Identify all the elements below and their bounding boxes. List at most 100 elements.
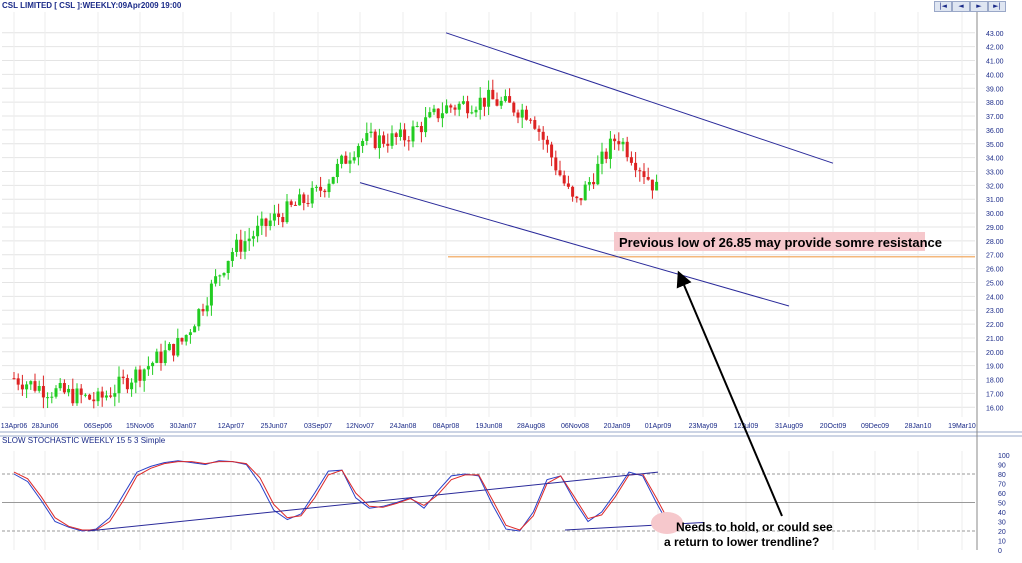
price-y-tick-label: 39.00 [986,86,1004,93]
stochastic-grid [2,473,975,532]
up-candle [142,369,146,381]
up-candle [251,236,255,239]
down-candle [613,138,617,142]
up-candle [230,252,234,261]
support-callout-text: Previous low of 26.85 may provide somre … [619,235,942,250]
price-y-tick-label: 34.00 [986,156,1004,163]
upper-channel-trendline [445,32,834,164]
down-candle [12,378,16,380]
down-candle [436,108,440,119]
nav-next-button[interactable]: ► [970,1,988,12]
support-callout-box [614,232,925,251]
up-candle [83,394,87,396]
up-candle [268,220,272,227]
up-candle [503,96,507,101]
x-tick-label: 01Apr09 [645,423,672,430]
price-grid [0,12,1022,550]
stochastic-y-tick-label: 40 [998,510,1006,517]
stochastic-y-tick-label: 90 [998,463,1006,470]
down-candle [646,177,650,180]
x-tick-label: 12Apr07 [218,423,245,430]
up-candle [520,109,524,118]
price-y-tick-label: 19.00 [986,364,1004,371]
up-candle [197,309,201,327]
up-candle [256,225,260,237]
down-candle [373,131,377,149]
stochastic-callout-text: Needs to hold, or could see a return to … [664,520,836,549]
price-y-tick-label: 26.00 [986,267,1004,274]
down-candle [550,144,554,158]
down-candle [277,213,281,217]
down-candle [239,239,243,252]
down-candle [650,179,654,191]
down-candle [109,395,113,397]
up-candle [327,183,331,193]
x-tick-label: 12Jul09 [734,423,759,430]
up-candle [218,275,222,277]
up-candle [348,160,352,164]
stochastic-rising-support-trendline [87,471,659,532]
up-candle [398,129,402,137]
down-candle [508,96,512,103]
x-tick-label: 30Jan07 [170,423,197,430]
up-candle [424,117,428,133]
down-candle [33,381,37,391]
x-tick-label: 03Sep07 [304,423,332,430]
up-candle [188,332,192,336]
stochastic-d-line [13,461,671,531]
price-y-tick-label: 43.00 [986,31,1004,38]
down-candle [201,309,205,312]
stochastic-trendlines [87,471,704,532]
down-candle [159,351,163,364]
stochastic-y-tick-label: 80 [998,472,1006,479]
down-candle [537,128,541,132]
up-candle [176,337,180,356]
up-candle [243,241,247,252]
stochastic-y-tick-label: 60 [998,491,1006,498]
up-candle [487,89,491,107]
stochastic-y-tick-label: 50 [998,501,1006,508]
down-candle [482,97,486,107]
price-y-tick-label: 37.00 [986,114,1004,121]
down-candle [529,119,533,121]
stochastic-y-tick-label: 100 [998,453,1010,460]
x-tick-label: 06Nov08 [561,423,589,430]
down-candle [491,89,495,100]
stochastic-y-tick-label: 30 [998,520,1006,527]
down-candle [579,198,583,201]
nav-prev-button[interactable]: ◄ [952,1,970,12]
stochastic-highlight [651,512,683,534]
up-candle [356,145,360,158]
nav-last-button[interactable]: ►| [988,1,1006,12]
down-candle [629,157,633,163]
up-candle [310,187,314,204]
up-candle [432,108,436,113]
x-tick-label: 09Dec09 [861,423,889,430]
down-candle [554,157,558,171]
up-candle [163,350,167,364]
up-candle [655,181,659,191]
down-candle [20,384,24,390]
price-y-tick-label: 41.00 [986,59,1004,66]
up-candle [440,113,444,119]
up-candle [96,391,100,402]
up-candle [155,351,159,363]
down-candle [419,125,423,133]
down-candle [172,343,176,356]
x-tick-label: 23May09 [689,423,718,430]
up-candle [205,305,209,312]
down-candle [394,133,398,137]
price-y-tick-label: 24.00 [986,294,1004,301]
price-y-tick-label: 30.00 [986,211,1004,218]
nav-first-button[interactable]: |◄ [934,1,952,12]
stochastic-y-tick-label: 0 [998,548,1002,555]
down-candle [289,201,293,205]
down-candle [533,120,537,129]
up-candle [600,151,604,164]
x-tick-label: 25Jun07 [261,423,288,430]
price-y-tick-label: 33.00 [986,170,1004,177]
price-y-tick-label: 36.00 [986,128,1004,135]
down-candle [592,181,596,185]
up-candle [209,283,213,306]
